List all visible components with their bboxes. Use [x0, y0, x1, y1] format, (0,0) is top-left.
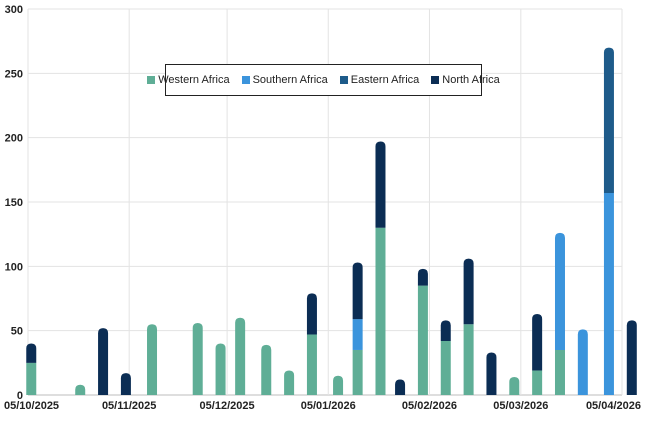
bar-stack	[284, 370, 295, 395]
bar-segment-western-africa	[440, 340, 451, 395]
y-tick-label: 250	[5, 68, 23, 80]
bar-segment-north-africa	[26, 343, 37, 363]
bar-stack	[417, 268, 428, 395]
bar-stack	[98, 328, 109, 395]
bar-segment-western-africa	[284, 370, 295, 395]
bars	[26, 47, 637, 395]
bar-segment-western-africa	[192, 322, 203, 395]
bar-segment-north-africa	[120, 373, 131, 395]
bar-segment-eastern-africa	[603, 47, 614, 193]
bar-stack	[626, 320, 637, 395]
legend-label-eastern-africa: Eastern Africa	[350, 74, 420, 86]
bar-segment-north-africa	[463, 258, 474, 325]
legend-item-eastern-africa: Eastern Africa	[339, 74, 420, 86]
bar-stack	[375, 141, 386, 395]
legend-item-southern-africa: Southern Africa	[241, 74, 328, 86]
x-tick-label: 05/02/2026	[402, 400, 457, 412]
bar-segment-western-africa	[306, 334, 317, 395]
bar-stack	[603, 47, 614, 395]
x-tick-label: 05/01/2026	[301, 400, 356, 412]
bar-segment-western-africa	[532, 370, 543, 395]
x-tick-label: 05/11/2025	[102, 400, 156, 412]
bar-segment-western-africa	[333, 375, 344, 395]
bar-segment-western-africa	[261, 344, 272, 395]
x-tick-label: 05/04/2026	[586, 400, 641, 412]
bar-stack	[395, 379, 406, 395]
bar-stack	[75, 384, 86, 395]
bar-segment-western-africa	[235, 317, 246, 395]
bar-segment-north-africa	[532, 313, 543, 371]
legend-label-southern-africa: Southern Africa	[252, 74, 328, 86]
bar-segment-north-africa	[306, 293, 317, 335]
bar-stack	[306, 293, 317, 395]
legend-item-north-africa: North Africa	[431, 74, 500, 86]
bar-stack	[333, 375, 344, 395]
bar-segment-southern-africa	[577, 329, 588, 395]
bar-stack	[120, 373, 131, 395]
bar-stack	[577, 329, 588, 395]
legend-swatch-western-africa	[147, 76, 156, 84]
bar-segment-western-africa	[509, 376, 520, 395]
bar-segment-western-africa	[417, 285, 428, 395]
bar-segment-southern-africa	[603, 192, 614, 395]
y-tick-label: 300	[5, 4, 23, 16]
x-axis-ticks: 05/10/2025 05/11/2025 05/12/2025 05/01/2026…	[4, 400, 641, 412]
bar-segment-western-africa	[26, 362, 37, 395]
bar-segment-north-africa	[440, 320, 451, 341]
bar-segment-north-africa	[626, 320, 637, 395]
y-tick-label: 150	[5, 197, 23, 209]
y-axis-ticks: 0 50 100 150 200 250 300	[5, 4, 23, 402]
legend-swatch-southern-africa	[241, 76, 250, 84]
bar-segment-western-africa	[554, 349, 565, 395]
bar-stack	[235, 317, 246, 395]
bar-segment-western-africa	[147, 324, 158, 395]
bar-segment-north-africa	[417, 268, 428, 286]
x-tick-label: 05/12/2025	[200, 400, 255, 412]
legend-swatch-north-africa	[431, 76, 440, 84]
bar-stack	[26, 343, 37, 395]
x-tick-label: 05/10/2025	[4, 400, 59, 412]
bar-stack	[509, 376, 520, 395]
bar-stack	[440, 320, 451, 395]
bar-stack	[554, 232, 565, 395]
bar-segment-western-africa	[463, 324, 474, 395]
bar-segment-western-africa	[215, 343, 226, 395]
bar-segment-north-africa	[375, 141, 386, 228]
bar-segment-southern-africa	[352, 319, 363, 350]
bar-stack	[352, 262, 363, 395]
legend-label-north-africa: North Africa	[442, 74, 500, 86]
bar-segment-western-africa	[75, 384, 86, 395]
bar-segment-north-africa	[352, 262, 363, 320]
legend-swatch-eastern-africa	[339, 76, 348, 84]
y-tick-label: 0	[17, 390, 23, 402]
bar-segment-north-africa	[486, 352, 497, 395]
bar-segment-north-africa	[395, 379, 406, 395]
bar-stack	[463, 258, 474, 395]
bar-stack	[147, 324, 158, 395]
bar-stack	[192, 322, 203, 395]
bar-stack	[532, 313, 543, 395]
bar-segment-north-africa	[98, 328, 109, 395]
legend-label-western-africa: Western Africa	[158, 74, 230, 86]
y-tick-label: 200	[5, 133, 23, 145]
x-tick-label: 05/03/2026	[493, 400, 548, 412]
bar-segment-western-africa	[352, 349, 363, 395]
bar-segment-southern-africa	[554, 232, 565, 350]
legend-item-western-africa: Western Africa	[147, 74, 230, 86]
y-tick-label: 100	[5, 261, 23, 273]
bar-stack	[215, 343, 226, 395]
bar-stack	[486, 352, 497, 395]
legend: Western Africa Southern Africa Eastern A…	[147, 64, 500, 96]
y-tick-label: 50	[11, 326, 23, 338]
bar-segment-western-africa	[375, 227, 386, 395]
bar-stack	[261, 344, 272, 395]
